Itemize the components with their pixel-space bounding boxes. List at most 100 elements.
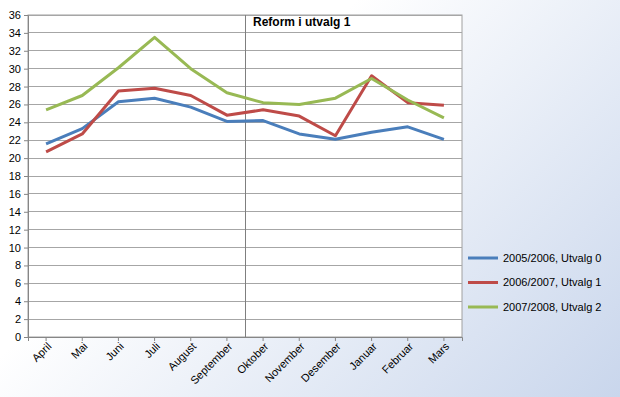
tick-label: 0 bbox=[15, 331, 21, 343]
axis-line bbox=[29, 338, 463, 342]
tick-label: Juni bbox=[103, 340, 126, 363]
tick-mark bbox=[24, 104, 28, 105]
tick-label: 4 bbox=[15, 295, 21, 307]
tick: 24 bbox=[9, 116, 28, 128]
tick: 6 bbox=[15, 277, 28, 289]
tick: September bbox=[188, 337, 235, 387]
tick-label: 10 bbox=[9, 242, 21, 254]
tick: 0 bbox=[15, 331, 28, 343]
grid bbox=[28, 15, 462, 337]
tick: 4 bbox=[15, 295, 28, 307]
tick: 28 bbox=[9, 81, 28, 93]
tick: 16 bbox=[9, 188, 28, 200]
series-group bbox=[46, 37, 444, 151]
tick-label: 22 bbox=[9, 134, 21, 146]
chart: 024681012141618202224262830323436AprilMa… bbox=[0, 0, 620, 397]
tick-mark bbox=[24, 15, 28, 16]
legend-label: 2005/2006, Utvalg 0 bbox=[503, 252, 601, 264]
legend-swatch bbox=[468, 257, 498, 260]
tick: Januar bbox=[347, 337, 380, 372]
tick: 2 bbox=[15, 313, 28, 325]
tick-label: Oktober bbox=[234, 340, 270, 376]
tick-label: 20 bbox=[9, 152, 21, 164]
tick-label: April bbox=[29, 340, 53, 364]
tick-label: Desember bbox=[299, 340, 344, 385]
tick-mark bbox=[443, 337, 444, 341]
tick: 18 bbox=[9, 170, 28, 182]
axis-line bbox=[24, 16, 29, 338]
legend-label: 2006/2007, Utvalg 1 bbox=[503, 276, 601, 288]
tick-mark bbox=[335, 337, 336, 341]
y-axis: 024681012141618202224262830323436 bbox=[9, 9, 29, 343]
tick-mark bbox=[154, 337, 155, 341]
tick: 20 bbox=[9, 152, 28, 164]
tick-label: 28 bbox=[9, 81, 21, 93]
tick: August bbox=[166, 337, 199, 373]
tick-mark bbox=[24, 33, 28, 34]
tick-mark bbox=[226, 337, 227, 341]
tick-label: 14 bbox=[9, 206, 21, 218]
tick: Februar bbox=[379, 337, 415, 376]
tick: Juni bbox=[103, 337, 126, 363]
tick-label: Januar bbox=[347, 340, 380, 373]
tick-label: 24 bbox=[9, 116, 21, 128]
series-line bbox=[46, 37, 444, 118]
tick: 22 bbox=[9, 134, 28, 146]
tick-label: 16 bbox=[9, 188, 21, 200]
tick-mark bbox=[24, 87, 28, 88]
tick-mark bbox=[82, 337, 83, 341]
tick-label: 6 bbox=[15, 277, 21, 289]
tick-mark bbox=[24, 212, 28, 213]
legend-swatch bbox=[468, 281, 498, 284]
tick-label: 26 bbox=[9, 98, 21, 110]
tick-mark bbox=[24, 69, 28, 70]
tick: 30 bbox=[9, 63, 28, 75]
tick-mark bbox=[118, 337, 119, 341]
tick-mark bbox=[24, 158, 28, 159]
legend: 2005/2006, Utvalg 02006/2007, Utvalg 120… bbox=[468, 252, 601, 313]
tick: April bbox=[29, 337, 53, 364]
annotation-line bbox=[245, 15, 246, 337]
tick-mark bbox=[24, 301, 28, 302]
tick-label: 34 bbox=[9, 27, 21, 39]
tick-mark bbox=[299, 337, 300, 341]
tick-label: 32 bbox=[9, 45, 21, 57]
tick: 14 bbox=[9, 206, 28, 218]
tick-mark bbox=[24, 140, 28, 141]
x-axis: AprilMaiJuniJuliAugustSeptemberOktoberNo… bbox=[29, 337, 463, 387]
tick: Mars bbox=[426, 337, 452, 366]
tick-mark bbox=[24, 194, 28, 195]
tick: 34 bbox=[9, 27, 28, 39]
tick-label: August bbox=[166, 340, 199, 373]
tick: Desember bbox=[299, 337, 344, 384]
tick: Mai bbox=[69, 337, 90, 361]
tick: Oktober bbox=[234, 337, 270, 376]
tick-mark bbox=[24, 283, 28, 284]
tick-label: 30 bbox=[9, 63, 21, 75]
tick-label: Februar bbox=[379, 340, 415, 376]
tick-label: 12 bbox=[9, 224, 21, 236]
tick-mark bbox=[407, 337, 408, 341]
tick-label: 8 bbox=[15, 259, 21, 271]
tick-mark bbox=[24, 122, 28, 123]
tick: Juli bbox=[142, 337, 162, 360]
tick-mark bbox=[24, 230, 28, 231]
tick-mark bbox=[24, 248, 28, 249]
tick: 26 bbox=[9, 98, 28, 110]
tick-mark bbox=[24, 337, 28, 338]
tick-mark bbox=[190, 337, 191, 341]
tick-label: Mai bbox=[69, 340, 90, 361]
tick-mark bbox=[24, 265, 28, 266]
tick-mark bbox=[46, 337, 47, 341]
tick-label: 18 bbox=[9, 170, 21, 182]
tick-label: Mars bbox=[426, 340, 452, 366]
tick: 10 bbox=[9, 242, 28, 254]
tick-mark bbox=[24, 51, 28, 52]
tick-label: 36 bbox=[9, 9, 21, 21]
tick-label: 2 bbox=[15, 313, 21, 325]
tick-mark bbox=[371, 337, 372, 341]
tick: 36 bbox=[9, 9, 28, 21]
tick: 32 bbox=[9, 45, 28, 57]
tick-mark bbox=[24, 176, 28, 177]
tick: 12 bbox=[9, 224, 28, 236]
